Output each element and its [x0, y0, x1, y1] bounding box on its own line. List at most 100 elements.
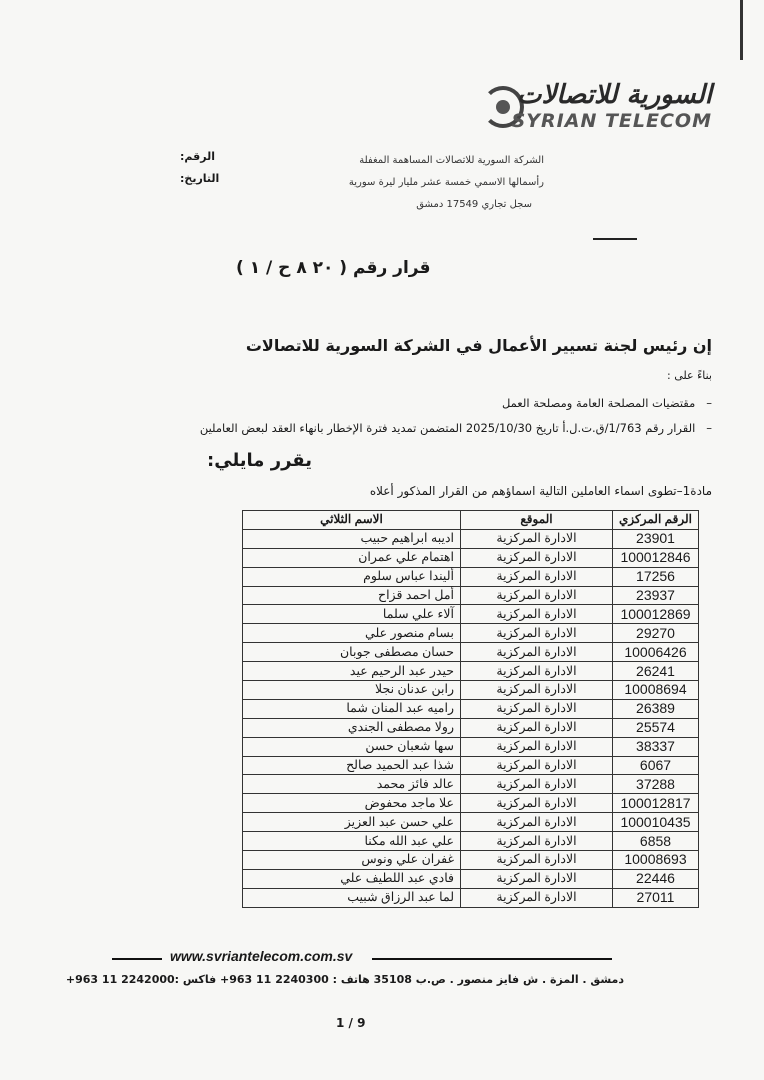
cell-name: بسام منصور علي	[242, 623, 461, 644]
table-header-row: الرقم المركزي الموقع الاسم الثلاثي	[242, 510, 699, 530]
article-1: مادة1–تطوى اسماء العاملين التالية اسماؤه…	[369, 484, 712, 498]
date-label: التاريخ:	[180, 172, 220, 185]
table-row: 100010435 الادارة المركزية علي حسن عبد الع…	[242, 812, 699, 833]
cell-location: الادارة المركزية	[460, 642, 613, 663]
page-number: 1 / 9	[336, 1016, 366, 1030]
cell-name: اهتمام علي عمران	[242, 547, 461, 568]
cell-id: 100010435	[612, 812, 699, 833]
header-id: الرقم المركزي	[612, 510, 699, 530]
table-row: 10008693 الادارة المركزية غفران علي ونوس	[242, 850, 699, 870]
header-location: الموقع	[460, 510, 613, 530]
decision-title: قرار رقم ( ٢٠ ٨ ح / ١ )	[236, 258, 431, 278]
scan-edge-mark	[740, 0, 743, 60]
cell-location: الادارة المركزية	[460, 774, 613, 795]
cell-location: الادارة المركزية	[460, 547, 613, 568]
cell-location: الادارة المركزية	[460, 623, 613, 644]
cell-location: الادارة المركزية	[460, 680, 613, 700]
table-row: 10008694 الادارة المركزية رابن عدنان نجلا	[242, 680, 699, 700]
cell-location: الادارة المركزية	[460, 717, 613, 738]
cell-id: 23901	[612, 528, 699, 549]
cell-id: 10006426	[612, 642, 699, 663]
cell-name: علا ماجد محفوض	[242, 793, 461, 814]
number-label: الرقم:	[180, 150, 215, 163]
cell-id: 27011	[612, 887, 699, 908]
cell-name: آلاء علي سلما	[242, 604, 461, 625]
employees-table: الرقم المركزي الموقع الاسم الثلاثي 23901…	[242, 510, 699, 908]
table-row: 100012869 الادارة المركزية آلاء علي سلما	[242, 604, 699, 625]
cell-id: 6067	[612, 755, 699, 776]
cell-name: أليندا عباس سلوم	[242, 566, 461, 587]
table-row: 38337 الادارة المركزية سها شعبان حسن	[242, 736, 699, 757]
cell-name: علي حسن عبد العزيز	[242, 812, 461, 833]
cell-location: الادارة المركزية	[460, 604, 613, 625]
cell-name: لما عبد الرزاق شبيب	[242, 887, 461, 908]
table-row: 26389 الادارة المركزية راميه عبد المنان شم…	[242, 698, 699, 719]
cell-location: الادارة المركزية	[460, 661, 613, 682]
table-row: 37288 الادارة المركزية عالد فائز محمد	[242, 774, 699, 795]
cell-location: الادارة المركزية	[460, 528, 613, 549]
table-row: 6067 الادارة المركزية شذا عبد الحميد صالح	[242, 755, 699, 776]
cell-location: الادارة المركزية	[460, 812, 613, 833]
cell-location: الادارة المركزية	[460, 698, 613, 719]
cell-location: الادارة المركزية	[460, 585, 613, 606]
cell-id: 26241	[612, 661, 699, 682]
cell-name: أمل احمد قزاح	[242, 585, 461, 606]
cell-id: 25574	[612, 717, 699, 738]
cell-name: غفران علي ونوس	[242, 850, 461, 870]
bullet-text: القرار رقم 1/763/ق.ت.ل.أ تاريخ 2025/10/3…	[199, 421, 696, 435]
company-line: الشركة السورية للاتصالات المساهمة المغفل…	[359, 155, 544, 166]
table-row: 100012846 الادارة المركزية اهتمام علي عمرا…	[242, 547, 699, 568]
based-on: بناءً على :	[667, 369, 712, 382]
decides-heading: يقرر مايلي:	[207, 450, 312, 471]
header-name: الاسم الثلاثي	[242, 510, 461, 530]
cell-name: رابن عدنان نجلا	[242, 680, 461, 700]
cell-location: الادارة المركزية	[460, 850, 613, 870]
table-row: 26241 الادارة المركزية حيدر عبد الرحيم عيد	[242, 661, 699, 682]
divider	[593, 238, 637, 240]
table-row: 10006426 الادارة المركزية حسان مصطفى جوبان	[242, 642, 699, 663]
table-row: 23937 الادارة المركزية أمل احمد قزاح	[242, 585, 699, 606]
cell-location: الادارة المركزية	[460, 736, 613, 757]
cell-id: 100012817	[612, 793, 699, 814]
cell-id: 22446	[612, 868, 699, 889]
cell-location: الادارة المركزية	[460, 793, 613, 814]
cell-location: الادارة المركزية	[460, 566, 613, 587]
cell-name: اديبه ابراهيم حبيب	[242, 528, 461, 549]
table-row: 29270 الادارة المركزية بسام منصور علي	[242, 623, 699, 644]
cell-id: 26389	[612, 698, 699, 719]
company-line: سجل تجاري 17549 دمشق	[416, 199, 532, 210]
bullet-text: مقتضيات المصلحة العامة ومصلحة العمل	[501, 396, 696, 410]
table-row: 23901 الادارة المركزية اديبه ابراهيم حبيب	[242, 528, 699, 549]
decision-heading: إن رئيس لجنة تسيير الأعمال في الشركة الس…	[245, 336, 712, 355]
cell-location: الادارة المركزية	[460, 755, 613, 776]
cell-id: 10008693	[612, 850, 699, 870]
cell-id: 29270	[612, 623, 699, 644]
footer-rule-left	[112, 958, 162, 960]
cell-location: الادارة المركزية	[460, 868, 613, 889]
logo-arabic: السورية للاتصالات	[517, 80, 712, 110]
cell-name: حيدر عبد الرحيم عيد	[242, 661, 461, 682]
cell-name: راميه عبد المنان شما	[242, 698, 461, 719]
cell-location: الادارة المركزية	[460, 887, 613, 908]
company-logo	[482, 86, 524, 128]
cell-id: 100012869	[612, 604, 699, 625]
table-row: 17256 الادارة المركزية أليندا عباس سلوم	[242, 566, 699, 587]
cell-location: الادارة المركزية	[460, 831, 613, 852]
cell-id: 100012846	[612, 547, 699, 568]
bullet-1: – مقتضيات المصلحة العامة ومصلحة العمل	[501, 396, 712, 410]
bullet-2: – القرار رقم 1/763/ق.ت.ل.أ تاريخ 2025/10…	[199, 421, 712, 435]
cell-name: رولا مصطفى الجندي	[242, 717, 461, 738]
table-row: 100012817 الادارة المركزية علا ماجد محفوض	[242, 793, 699, 814]
footer-rule-right	[372, 958, 612, 960]
table-row: 22446 الادارة المركزية فادي عبد اللطيف علي	[242, 868, 699, 889]
cell-name: شذا عبد الحميد صالح	[242, 755, 461, 776]
cell-id: 38337	[612, 736, 699, 757]
cell-name: علي عبد الله مكنا	[242, 831, 461, 852]
table-row: 6858 الادارة المركزية علي عبد الله مكنا	[242, 831, 699, 852]
company-line: رأسمالها الاسمي خمسة عشر مليار ليرة سوري…	[348, 177, 544, 188]
footer-address: دمشق . المزة . ش فايز منصور . ص.ب 35108 …	[65, 973, 624, 986]
table-row: 27011 الادارة المركزية لما عبد الرزاق شبيب	[242, 887, 699, 908]
website: www.svriantelecom.com.sv	[170, 948, 353, 964]
cell-name: سها شعبان حسن	[242, 736, 461, 757]
cell-name: عالد فائز محمد	[242, 774, 461, 795]
